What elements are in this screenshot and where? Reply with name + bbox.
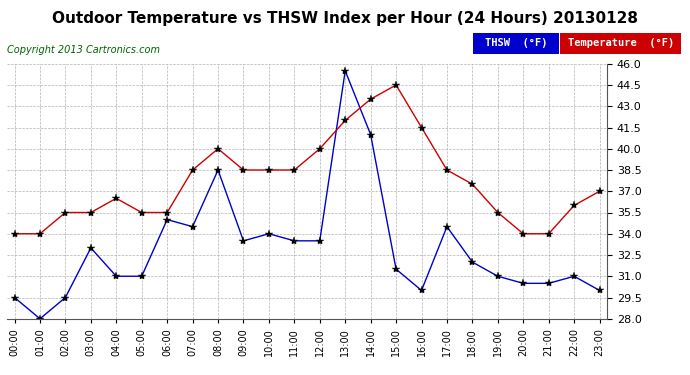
Text: Temperature  (°F): Temperature (°F) [568,39,673,48]
Text: Copyright 2013 Cartronics.com: Copyright 2013 Cartronics.com [7,45,160,55]
Text: THSW  (°F): THSW (°F) [484,39,547,48]
Text: Outdoor Temperature vs THSW Index per Hour (24 Hours) 20130128: Outdoor Temperature vs THSW Index per Ho… [52,11,638,26]
